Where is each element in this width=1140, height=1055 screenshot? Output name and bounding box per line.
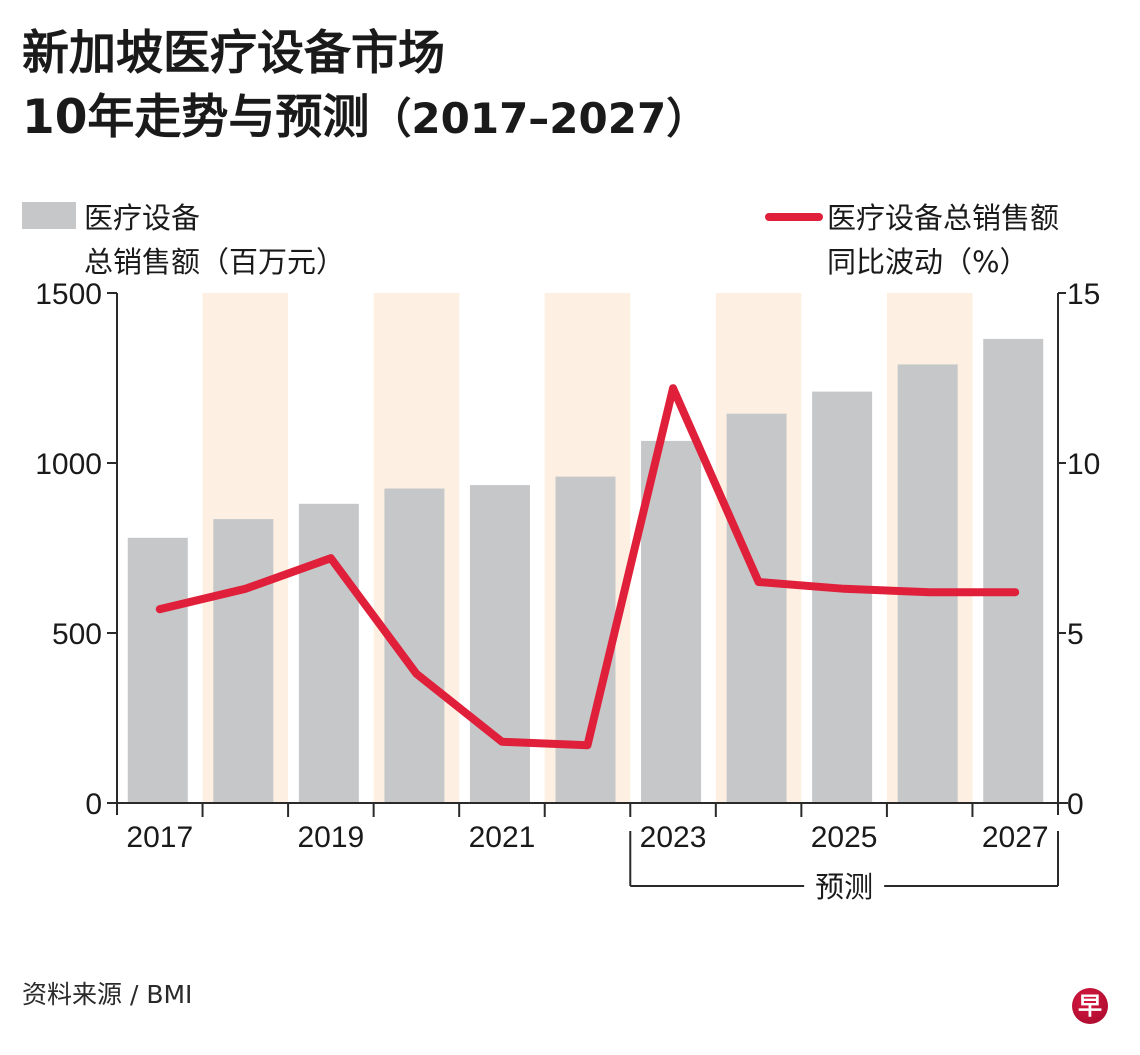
legend-bar-label: 医疗设备 总销售额（百万元）	[84, 196, 345, 284]
axis-labels: 0 500 1000 1500 0 5 10 15 2017 2019 2021 2023 2025 20…	[35, 278, 1100, 854]
bar-2027	[983, 338, 1044, 803]
forecast-label: 预测	[815, 870, 873, 904]
bar-2021	[469, 485, 530, 803]
title-year-range: （2017–2027）	[369, 94, 709, 143]
bar-2025	[812, 391, 873, 803]
x-tick-label-2027: 2027	[982, 821, 1049, 854]
bar-2019	[298, 503, 359, 803]
legend-bar-label-line-2: 总销售额（百万元）	[84, 245, 346, 279]
x-tick-label-2017: 2017	[126, 821, 193, 854]
bar-2023	[641, 440, 702, 803]
bar-2018	[213, 519, 274, 803]
legend-line-swatch	[765, 213, 823, 221]
axes	[107, 292, 1068, 817]
right-tick-label-10: 10	[1067, 448, 1100, 481]
title-line-2-main: 10年走势与预测	[22, 90, 370, 145]
bar-2022	[555, 476, 616, 803]
zaobao-logo-icon: 早	[1072, 988, 1108, 1024]
right-tick-label-15: 15	[1067, 278, 1100, 311]
right-tick-label-0: 0	[1067, 788, 1084, 821]
title-line-2: 10年走势与预测（2017–2027）	[22, 86, 708, 151]
bar-2024	[726, 413, 787, 803]
legend-line-label-line-1: 医疗设备总销售额	[827, 201, 1060, 235]
forecast-bracket: 预测	[629, 831, 1059, 904]
legend-bar-label-line-1: 医疗设备	[84, 201, 201, 235]
legend-line-label-line-2: 同比波动（%）	[827, 245, 1029, 279]
right-tick-label-5: 5	[1067, 618, 1084, 651]
left-tick-label-1000: 1000	[35, 448, 102, 481]
x-tick-label-2019: 2019	[297, 821, 364, 854]
chart-title: 新加坡医疗设备市场 10年走势与预测（2017–2027）	[22, 22, 708, 151]
left-tick-label-500: 500	[52, 618, 102, 651]
left-tick-label-1500: 1500	[35, 278, 102, 311]
source-note: 资料来源 / BMI	[22, 980, 193, 1009]
bar-series	[127, 338, 1044, 803]
left-tick-label-0: 0	[85, 788, 102, 821]
line-series	[155, 384, 1020, 750]
x-tick-label-2025: 2025	[811, 821, 878, 854]
title-line-1: 新加坡医疗设备市场	[22, 26, 445, 81]
x-tick-label-2023: 2023	[640, 821, 707, 854]
bar-2017	[127, 537, 188, 803]
x-tick-label-2021: 2021	[469, 821, 536, 854]
legend-bar-swatch	[22, 202, 76, 229]
bar-2026	[897, 364, 958, 803]
legend-line-label: 医疗设备总销售额 同比波动（%）	[827, 196, 1059, 284]
